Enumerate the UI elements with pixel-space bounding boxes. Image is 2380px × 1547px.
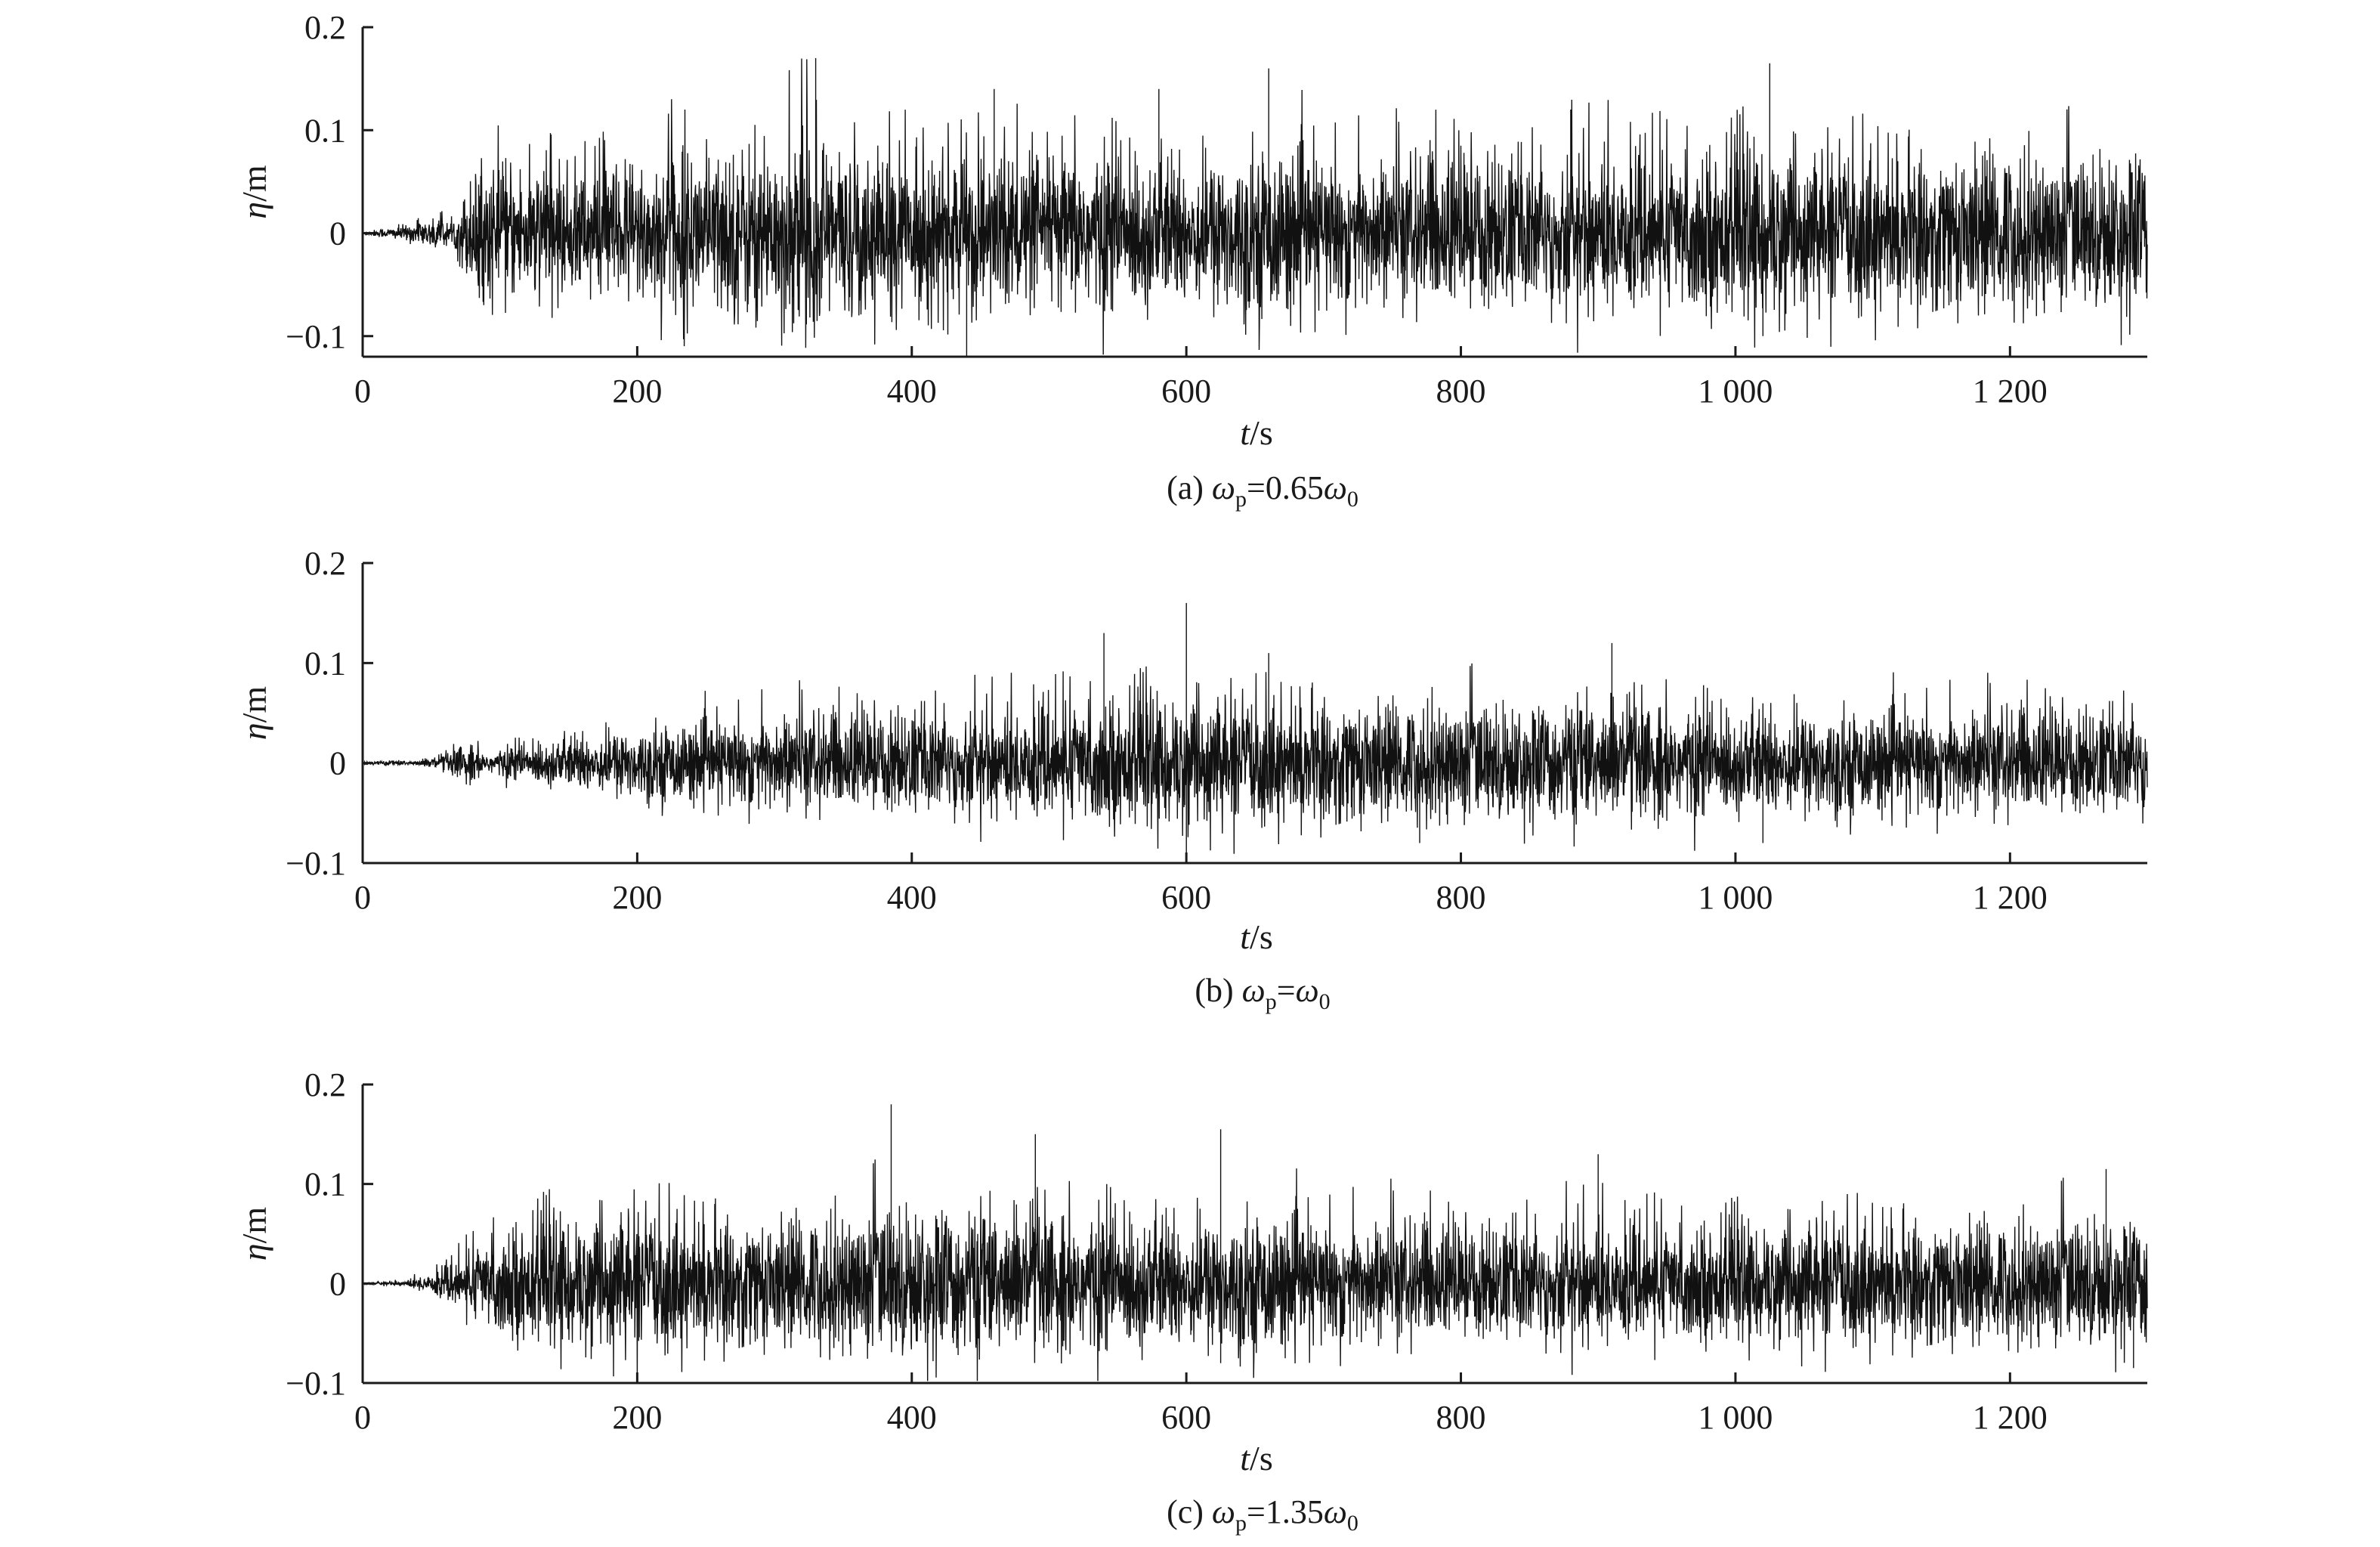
x-tick-label: 200 xyxy=(612,1399,662,1436)
x-tick-label: 400 xyxy=(887,879,937,916)
x-tick-label: 800 xyxy=(1436,373,1486,410)
x-tick-label: 400 xyxy=(887,373,937,410)
panel-caption: (a) ωp=0.65ω0 xyxy=(1167,469,1358,512)
y-axis-label-var: η xyxy=(235,1243,274,1261)
y-axis-label-unit: /m xyxy=(235,165,274,202)
caption-mid: = xyxy=(1277,972,1296,1009)
caption-sub-p: p xyxy=(1235,1511,1247,1536)
caption-omega: ω xyxy=(1212,1493,1235,1530)
y-tick-label: 0.2 xyxy=(304,1066,346,1103)
caption-omega: ω xyxy=(1242,972,1266,1009)
y-tick-label: 0 xyxy=(329,1265,346,1302)
x-tick-label: 1 200 xyxy=(1973,373,2048,410)
x-tick-label: 200 xyxy=(612,373,662,410)
y-tick-label: −0.1 xyxy=(286,318,346,355)
x-axis-label: t/s xyxy=(1240,917,1272,956)
panel-caption: (b) ωp=ω0 xyxy=(1195,972,1330,1014)
x-axis-label: t/s xyxy=(1240,1439,1272,1477)
y-tick-label: 0 xyxy=(329,745,346,782)
caption-prefix: (c) xyxy=(1167,1493,1212,1530)
signal-series-line xyxy=(362,602,2148,863)
y-axis-label: η/m xyxy=(235,686,274,741)
signal-series-line xyxy=(363,1104,2148,1381)
x-axis-label: t/s xyxy=(1240,413,1272,452)
caption-omega-0: ω xyxy=(1324,469,1347,506)
x-tick-label: 0 xyxy=(354,373,371,410)
x-axis-label-var: t xyxy=(1240,413,1250,452)
x-axis-label-unit: /s xyxy=(1250,917,1273,956)
x-tick-label: 1 000 xyxy=(1698,879,1773,916)
caption-sub-0: 0 xyxy=(1319,989,1331,1014)
caption-omega-0: ω xyxy=(1296,972,1319,1009)
x-tick-label: 600 xyxy=(1161,879,1211,916)
x-axis-label-unit: /s xyxy=(1250,1439,1273,1477)
x-axis-label-var: t xyxy=(1240,1439,1250,1477)
x-tick-label: 0 xyxy=(354,879,371,916)
caption-sub-0: 0 xyxy=(1347,487,1358,512)
caption-prefix: (a) xyxy=(1167,469,1212,506)
caption-sub-0: 0 xyxy=(1347,1511,1358,1536)
y-tick-label: 0.1 xyxy=(304,112,346,149)
x-axis-label-var: t xyxy=(1240,917,1250,956)
y-tick-label: −0.1 xyxy=(286,1365,346,1402)
y-tick-label: −0.1 xyxy=(286,845,346,882)
chart-panel-b: 0 200 400 600 800 1 000 1 2000.20.10−0.1η/mt/s… xyxy=(235,545,2148,1014)
y-tick-label: 0.1 xyxy=(304,1166,346,1203)
y-tick-label: 0.2 xyxy=(304,9,346,46)
x-tick-label: 800 xyxy=(1436,879,1486,916)
x-tick-label: 400 xyxy=(887,1399,937,1436)
caption-sub-p: p xyxy=(1266,989,1277,1014)
chart-panel-c: 0 200 400 600 800 1 000 1 2000.20.10−0.1η/mt/s… xyxy=(235,1066,2148,1536)
x-tick-label: 600 xyxy=(1161,1399,1211,1436)
caption-mid: =1.35 xyxy=(1247,1493,1324,1530)
y-tick-label: 0 xyxy=(329,215,346,252)
y-axis-label-var: η xyxy=(235,202,274,219)
y-tick-label: 0.1 xyxy=(304,645,346,682)
caption-sub-p: p xyxy=(1235,487,1247,512)
x-tick-label: 800 xyxy=(1436,1399,1486,1436)
x-tick-label: 1 000 xyxy=(1698,1399,1773,1436)
x-tick-label: 1 200 xyxy=(1973,879,2048,916)
x-tick-label: 0 xyxy=(354,1399,371,1436)
caption-omega: ω xyxy=(1212,469,1235,506)
y-axis-label: η/m xyxy=(235,1207,274,1261)
x-tick-label: 1 200 xyxy=(1973,1399,2048,1436)
y-axis-label-var: η xyxy=(235,722,274,740)
y-tick-label: 0.2 xyxy=(304,545,346,582)
y-axis-label-unit: /m xyxy=(235,1207,274,1244)
caption-omega-0: ω xyxy=(1324,1493,1347,1530)
x-tick-label: 600 xyxy=(1161,373,1211,410)
signal-series-line xyxy=(362,57,2148,357)
x-axis-label-unit: /s xyxy=(1250,413,1273,452)
y-axis-label: η/m xyxy=(235,165,274,219)
caption-prefix: (b) xyxy=(1195,972,1241,1009)
x-tick-label: 200 xyxy=(612,879,662,916)
x-tick-label: 1 000 xyxy=(1698,373,1773,410)
panel-caption: (c) ωp=1.35ω0 xyxy=(1167,1493,1358,1536)
chart-panel-a: 0 200 400 600 800 1 000 1 2000.20.10−0.1η/mt/s… xyxy=(235,9,2148,512)
y-axis-label-unit: /m xyxy=(235,686,274,723)
caption-mid: =0.65 xyxy=(1247,469,1324,506)
